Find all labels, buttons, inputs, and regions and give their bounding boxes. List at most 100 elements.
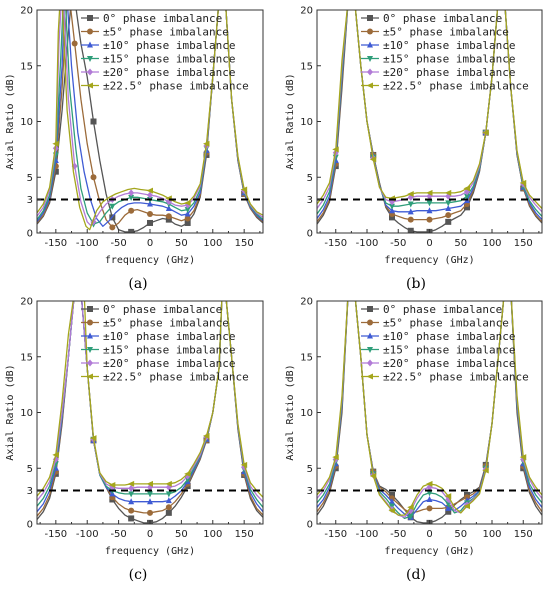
x-axis-label: frequency (GHz) [384, 255, 474, 266]
series-marker-1 [445, 212, 452, 219]
series-marker-0 [445, 218, 452, 225]
series-marker-2 [165, 497, 172, 504]
x-tick-label: 0 [426, 529, 432, 540]
x-tick-label: 150 [514, 529, 533, 540]
series-marker-5 [519, 454, 527, 461]
x-tick-label: 150 [235, 529, 254, 540]
x-tick-label: -100 [356, 238, 379, 249]
x-tick-label: 0 [147, 529, 153, 540]
series-marker-3 [184, 207, 191, 214]
legend-swatch-marker [367, 347, 373, 353]
legend-swatch-marker [367, 56, 373, 62]
series-marker-3 [426, 200, 433, 207]
y-tick-label: 5 [307, 173, 313, 184]
x-axis-label: frequency (GHz) [105, 546, 195, 557]
series-marker-0 [389, 492, 395, 499]
legend-swatch-marker [86, 82, 93, 89]
legend-swatch-marker [367, 332, 373, 339]
legend-entry-label: 0° phase imbalance [103, 12, 222, 25]
legend-entry-label: ±20° phase imbalance [103, 357, 235, 370]
legend-entry-label: ±20° phase imbalance [383, 357, 515, 370]
x-tick-label: -50 [390, 529, 406, 540]
legend-swatch-marker [87, 319, 93, 326]
series-marker-5 [52, 451, 59, 458]
legend-swatch-marker [87, 68, 93, 76]
legend-swatch-marker [87, 332, 93, 339]
x-tick-label: -100 [356, 529, 379, 540]
series-marker-5 [146, 480, 153, 487]
series-marker-0 [407, 227, 414, 233]
legend-swatch-marker [367, 306, 373, 312]
series-marker-3 [128, 194, 135, 201]
series-marker-2 [389, 207, 395, 214]
series-marker-5 [444, 189, 452, 196]
series-marker-1 [165, 504, 172, 511]
x-tick-label: -50 [110, 529, 126, 540]
y-tick-label: 10 [20, 117, 33, 128]
series-marker-0 [165, 509, 172, 516]
series-marker-1 [184, 215, 191, 222]
series-marker-5 [240, 461, 248, 468]
panel-label: (b) [406, 276, 426, 292]
series-marker-1 [109, 224, 116, 231]
series-line-2 [37, 301, 263, 513]
panel-label: (d) [406, 567, 426, 583]
series-marker-5 [90, 435, 97, 442]
series-marker-5 [369, 473, 377, 480]
legend-entry-label: 0° phase imbalance [103, 303, 222, 316]
series-marker-3 [109, 203, 116, 210]
plot-area [37, 10, 263, 233]
series-marker-3 [165, 491, 172, 498]
x-tick-label: 100 [482, 238, 501, 249]
series-marker-0 [445, 508, 452, 515]
legend-entry-label: ±5° phase imbalance [103, 317, 229, 330]
series-marker-0 [128, 228, 135, 233]
series-marker-3 [389, 203, 395, 210]
legend-entry-label: ±5° phase imbalance [383, 317, 509, 330]
legend-entry-label: ±5° phase imbalance [103, 26, 229, 39]
x-tick-label: 50 [175, 529, 188, 540]
series-line-3 [37, 301, 263, 508]
x-tick-label: 50 [175, 238, 188, 249]
series-marker-2 [445, 204, 452, 211]
series-marker-3 [147, 491, 153, 498]
y-tick-label: 20 [300, 6, 313, 17]
series-marker-1 [147, 211, 153, 218]
series-marker-1 [407, 216, 414, 223]
legend-entry-label: ±20° phase imbalance [383, 66, 515, 79]
x-tick-label: 150 [235, 238, 254, 249]
series-marker-1 [90, 174, 97, 181]
series-marker-5 [407, 504, 414, 511]
legend-swatch-marker [366, 373, 373, 380]
series-line-5 [37, 10, 263, 231]
series-marker-2 [147, 200, 153, 207]
x-tick-label: -150 [44, 529, 67, 540]
series-marker-2 [426, 207, 433, 214]
series-line-1 [37, 301, 263, 517]
legend-entry-label: ±5° phase imbalance [383, 26, 509, 39]
panel-c: -150 -100 -50 0 50 100 150 0 3 5 10 15 20 frequency (… [5, 297, 264, 583]
series-marker-3 [464, 193, 470, 200]
x-tick-label: 0 [426, 238, 432, 249]
x-axis-label: frequency (GHz) [105, 255, 195, 266]
y-tick-label: 0 [307, 229, 313, 240]
panel-label: (c) [129, 567, 148, 583]
series-marker-0 [389, 214, 395, 221]
series-marker-5 [463, 185, 470, 192]
legend-swatch-marker [367, 28, 373, 35]
series-marker-5 [444, 493, 452, 500]
legend-swatch-marker [367, 15, 373, 21]
series-marker-5 [426, 189, 433, 196]
y-tick-label: 20 [20, 297, 33, 308]
y-tick-label: 5 [27, 464, 33, 475]
legend-entry-label: ±15° phase imbalance [103, 344, 235, 357]
panel-a: -150 -100 -50 0 50 100 150 0 3 5 10 15 20 frequency (… [5, 6, 264, 292]
legend-swatch-marker [87, 347, 93, 353]
legend-swatch-marker [87, 41, 93, 48]
y-tick-label: 0 [27, 520, 33, 531]
series-marker-5 [108, 481, 116, 488]
y-tick-label: 5 [307, 464, 313, 475]
series-marker-1 [426, 216, 433, 223]
series-marker-4 [147, 191, 153, 199]
